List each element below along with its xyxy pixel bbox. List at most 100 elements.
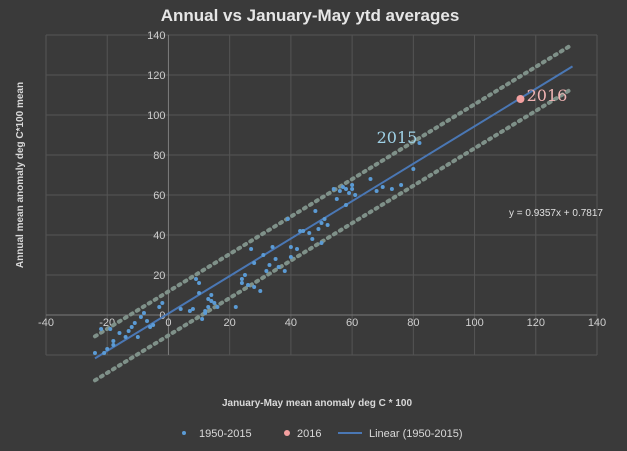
legend: 1950-2015 2016 Linear (1950-2015) — [182, 428, 463, 440]
point-1950-2015 — [340, 185, 345, 189]
x-tick-labels: -40 -20 0 20 40 60 80 100 120 140 — [38, 317, 606, 329]
x-tick-label: 80 — [407, 317, 419, 329]
point-1950-2015 — [350, 187, 355, 191]
trendline-group — [94, 65, 574, 360]
point-1950-2015 — [239, 281, 244, 285]
annotations: 2015 2016 — [377, 86, 568, 147]
x-tick-label: 100 — [465, 317, 483, 329]
point-1950-2015 — [261, 253, 266, 257]
trendline — [94, 65, 574, 360]
point-1950-2015 — [105, 347, 110, 351]
point-1950-2015 — [178, 307, 183, 311]
point-1950-2015 — [319, 221, 324, 225]
point-1950-2015 — [117, 331, 122, 335]
point-1950-2015 — [298, 229, 303, 233]
point-1950-2015 — [206, 305, 211, 309]
point-1950-2015 — [334, 197, 339, 201]
point-1950-2015 — [145, 319, 150, 323]
point-1950-2015 — [368, 177, 373, 181]
point-1950-2015 — [310, 237, 315, 241]
point-1950-2015 — [417, 141, 422, 145]
point-1950-2015 — [276, 265, 281, 269]
point-1950-2015 — [313, 209, 318, 213]
point-1950-2015 — [138, 315, 143, 319]
point-1950-2015 — [343, 203, 348, 207]
point-1950-2015 — [99, 327, 104, 331]
point-1950-2015 — [187, 309, 192, 313]
point-1950-2015 — [190, 307, 195, 311]
point-1950-2015 — [102, 351, 107, 355]
x-tick-label: 140 — [588, 317, 606, 329]
point-1950-2015 — [350, 183, 355, 187]
point-1950-2015 — [288, 245, 293, 249]
point-1950-2015 — [132, 321, 137, 325]
point-1950-2015 — [307, 231, 312, 235]
point-1950-2015 — [249, 247, 254, 251]
point-1950-2015 — [273, 257, 278, 261]
y-tick-label: 120 — [147, 70, 165, 82]
y-tick-label: 140 — [147, 30, 165, 42]
point-1950-2015 — [301, 229, 306, 233]
point-1950-2015 — [197, 281, 202, 285]
point-1950-2015 — [322, 217, 327, 221]
legend-label-linear: Linear (1950-2015) — [369, 428, 463, 440]
annotation-2015: 2015 — [377, 128, 418, 147]
point-1950-2015 — [295, 247, 300, 251]
equation-label: y = 0.9357x + 0.7817 — [509, 208, 603, 219]
point-1950-2015 — [252, 285, 257, 289]
point-1950-2015 — [246, 283, 251, 287]
point-1950-2015 — [337, 189, 342, 193]
point-1950-2015 — [353, 193, 358, 197]
x-axis-label: January-May mean anomaly deg C * 100 — [222, 398, 413, 409]
bound-line — [92, 86, 575, 383]
point-1950-2015 — [148, 325, 153, 329]
point-1950-2015 — [203, 311, 208, 315]
point-1950-2015 — [108, 327, 113, 331]
legend-label-1950-2015: 1950-2015 — [199, 428, 252, 440]
point-1950-2015 — [270, 245, 275, 249]
legend-label-2016: 2016 — [297, 428, 321, 440]
data-points — [92, 95, 525, 355]
point-1950-2015 — [157, 305, 162, 309]
point-1950-2015 — [285, 217, 290, 221]
grid — [45, 34, 598, 356]
x-tick-label: 120 — [527, 317, 545, 329]
point-1950-2015 — [264, 269, 269, 273]
point-1950-2015 — [126, 329, 131, 333]
point-1950-2015 — [347, 191, 352, 195]
legend-marker-2016 — [284, 430, 290, 436]
point-1950-2015 — [197, 291, 202, 295]
point-1950-2015 — [411, 167, 416, 171]
point-1950-2015 — [111, 343, 116, 347]
point-1950-2015 — [288, 255, 293, 259]
point-1950-2015 — [129, 325, 134, 329]
point-1950-2015 — [160, 301, 165, 305]
annotation-2016: 2016 — [527, 86, 568, 105]
point-1950-2015 — [206, 297, 211, 301]
point-1950-2015 — [209, 293, 214, 297]
y-tick-label: 80 — [153, 150, 165, 162]
x-tick-label: -40 — [38, 317, 54, 329]
x-tick-label: 40 — [285, 317, 297, 329]
point-1950-2015 — [380, 185, 385, 189]
point-1950-2015 — [233, 305, 238, 309]
point-1950-2015 — [200, 317, 205, 321]
point-1950-2015 — [209, 299, 214, 303]
point-1950-2015 — [111, 339, 116, 343]
y-axis-label: Annual mean anomaly deg C*100 mean — [15, 82, 26, 268]
point-1950-2015 — [151, 323, 156, 327]
point-1950-2015 — [267, 263, 272, 267]
point-1950-2015 — [316, 227, 321, 231]
point-1950-2015 — [258, 289, 263, 293]
legend-marker-1950-2015 — [182, 431, 186, 435]
chart-title: Annual vs January-May ytd averages — [161, 6, 460, 25]
y-tick-labels: 140120100806040200 — [147, 30, 165, 322]
point-1950-2015 — [215, 305, 220, 309]
point-1950-2015 — [252, 261, 257, 265]
x-tick-label: 60 — [346, 317, 358, 329]
y-tick-label: 100 — [147, 110, 165, 122]
point-1950-2015 — [319, 241, 324, 245]
point-1950-2015 — [193, 277, 198, 281]
